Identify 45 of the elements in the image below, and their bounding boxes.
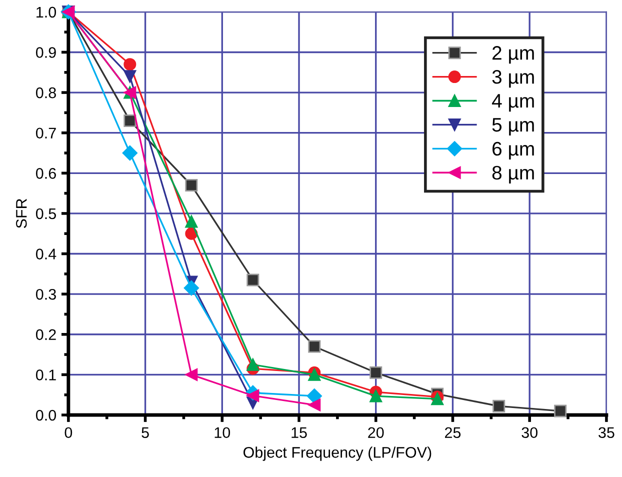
- point: [246, 274, 260, 286]
- point: [246, 389, 260, 402]
- point: [185, 368, 198, 381]
- legend-label: 4 µm: [492, 94, 534, 112]
- x-tick-label: 25: [445, 427, 461, 438]
- x-tick-label: 30: [522, 427, 538, 438]
- y-tick-label: 0.6: [36, 168, 56, 179]
- legend-label: 6 µm: [492, 142, 534, 160]
- point: [122, 145, 138, 161]
- legend-label: 2 µm: [492, 46, 534, 64]
- x-tick-label: 15: [292, 427, 307, 438]
- point: [185, 178, 198, 192]
- point: [124, 114, 136, 128]
- y-tick-label: 0.8: [36, 87, 56, 98]
- y-tick-label: 0.9: [36, 47, 56, 58]
- legend-label: 3 µm: [492, 70, 534, 88]
- point: [124, 58, 136, 71]
- y-tick-label: 0.4: [36, 248, 56, 260]
- x-tick-label: 35: [598, 427, 614, 438]
- y-tick-label: 0.3: [36, 288, 56, 300]
- point: [308, 340, 321, 353]
- point: [124, 70, 136, 83]
- point: [492, 400, 506, 412]
- y-tick-label: 0.1: [36, 370, 56, 380]
- x-tick-label: 5: [142, 427, 149, 438]
- point: [308, 398, 321, 412]
- x-tick-label: 0: [64, 427, 72, 438]
- y-axis-title: SFR: [16, 198, 27, 228]
- x-tick-label: 20: [368, 427, 384, 438]
- x-axis-title: Object Frequency (LP/FOV): [243, 446, 432, 461]
- point: [246, 358, 260, 371]
- y-tick-label: 1.0: [36, 6, 56, 18]
- legend-label: 5 µm: [492, 118, 534, 136]
- y-tick-label: 0.0: [36, 410, 56, 421]
- point: [554, 404, 567, 418]
- y-tick-label: 0.5: [36, 208, 56, 220]
- point: [370, 390, 382, 402]
- y-tick-label: 0.2: [36, 329, 56, 340]
- legend-label: 8 µm: [492, 166, 534, 184]
- point: [184, 280, 199, 296]
- x-tick-label: 10: [214, 427, 230, 438]
- y-tick-label: 0.7: [36, 128, 56, 139]
- point: [185, 215, 198, 228]
- point: [306, 388, 322, 404]
- point: [370, 366, 382, 379]
